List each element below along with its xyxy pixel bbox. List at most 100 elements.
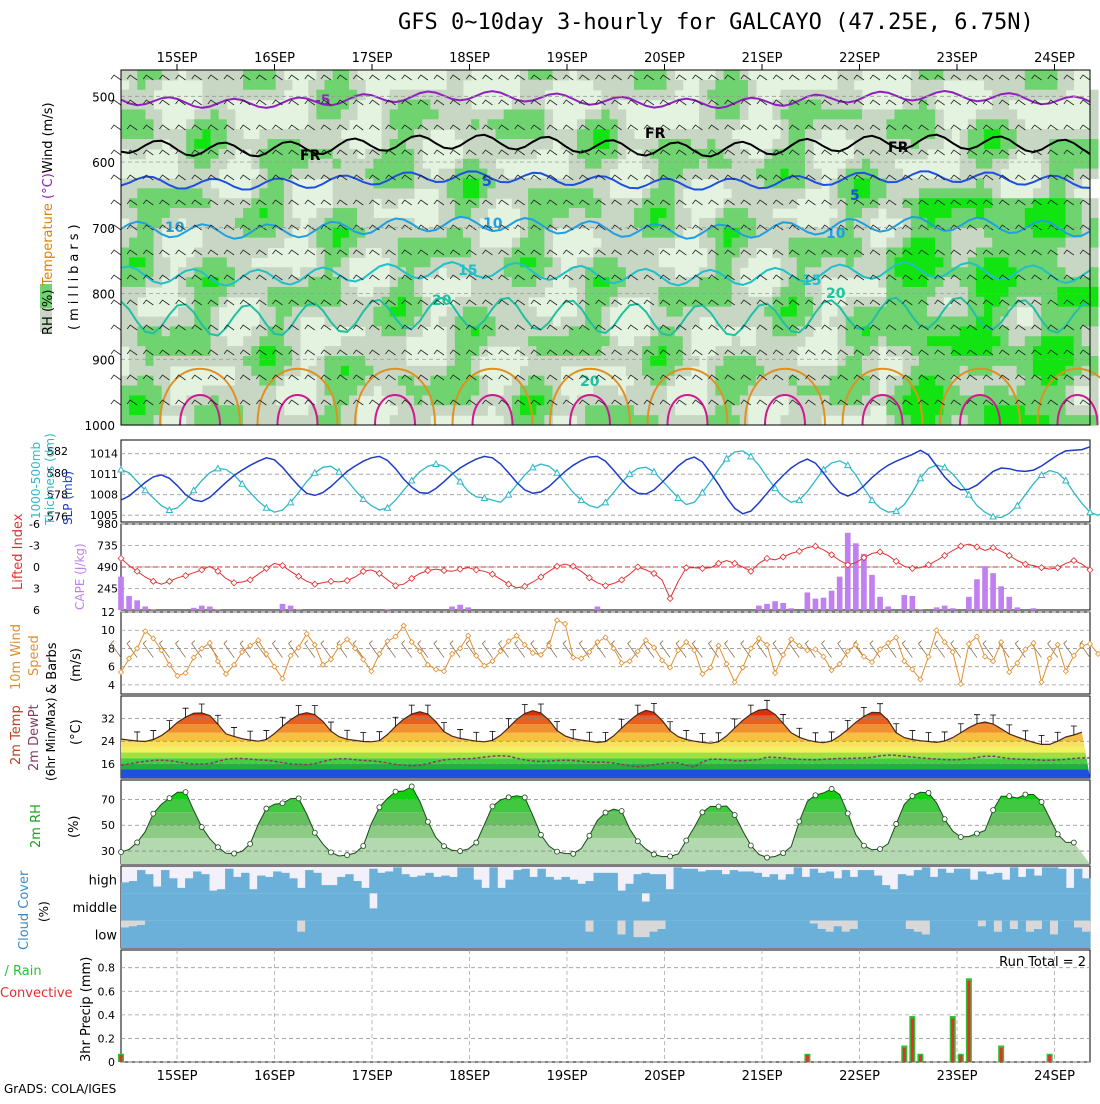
rh-cell (463, 307, 472, 317)
rh-cell (162, 257, 171, 267)
rh-cell (805, 405, 814, 415)
rh-cell (626, 386, 635, 396)
rh-cell (1017, 248, 1026, 258)
rh-cell (1041, 405, 1050, 415)
rh-cell (927, 257, 936, 267)
rh-cell (886, 188, 895, 198)
rh-cell (227, 218, 236, 228)
rh-cell (137, 415, 146, 425)
rh-cell (919, 238, 928, 248)
cape-bar (595, 606, 601, 610)
temp-ylabel: (°C) (69, 719, 84, 745)
rh-cell (349, 80, 358, 90)
rh-cell (943, 257, 952, 267)
rh-cell (349, 109, 358, 119)
rh-cell (984, 336, 993, 346)
rh-cell (1057, 386, 1066, 396)
rh-cell (618, 238, 627, 248)
rh-cell (447, 228, 456, 238)
rh-cell (667, 218, 676, 228)
rh-cell (162, 198, 171, 208)
cloud-cell (553, 893, 561, 920)
cloud-cell (706, 893, 714, 920)
rh-cell (789, 228, 798, 238)
rh-cell (601, 257, 610, 267)
rh-cell (382, 356, 391, 366)
rh-cell (243, 208, 252, 218)
cloud-cell (706, 870, 714, 893)
rh-cell (862, 257, 871, 267)
cloud-cell (193, 921, 201, 948)
rh-cell (577, 159, 586, 169)
rh-cell (1041, 336, 1050, 346)
rh-cell (732, 80, 741, 90)
rh-cell (650, 80, 659, 90)
date-label-top: 18SEP (449, 51, 490, 66)
rh-cell (512, 129, 521, 139)
cape-bar (1006, 597, 1012, 610)
cloud-cell (377, 893, 385, 920)
rh-cell (341, 336, 350, 346)
rh-cell (341, 80, 350, 90)
rh-cell (952, 356, 961, 366)
rh-cell (382, 188, 391, 198)
cloud-cell (722, 893, 730, 920)
rh-cell (504, 307, 513, 317)
rh-marker (474, 840, 479, 845)
cloud-cell (882, 893, 890, 920)
rh-cell (544, 119, 553, 129)
rh-cell (349, 248, 358, 258)
rh-cell (1017, 336, 1026, 346)
rh-cell (528, 277, 537, 287)
rh-cell (211, 198, 220, 208)
rh-cell (992, 307, 1001, 317)
rh-cell (911, 248, 920, 258)
rh-cell (186, 326, 195, 336)
rh-cell (935, 188, 944, 198)
rh-cell (219, 149, 228, 159)
rh-cell (650, 307, 659, 317)
rh-cell (333, 307, 342, 317)
wind-tick-label: 4 (108, 679, 115, 692)
rh-cell (618, 257, 627, 267)
rh-cell (789, 356, 798, 366)
rh-cell (642, 336, 651, 346)
cloud-cell (826, 871, 834, 893)
rh-cell (390, 267, 399, 277)
rh-cell (349, 178, 358, 188)
rh-cell (968, 376, 977, 386)
rh-cell (325, 297, 334, 307)
rh-cell (544, 178, 553, 188)
rh-cell (536, 317, 545, 327)
rh-cell (1041, 90, 1050, 100)
rh-cell (911, 326, 920, 336)
cloud-cell (1010, 893, 1018, 920)
rh-cell (202, 90, 211, 100)
rh-cell (1074, 159, 1083, 169)
rh-cell (325, 257, 334, 267)
rh-cell (675, 415, 684, 425)
rh-cell (406, 119, 415, 129)
cloud-cell (650, 893, 658, 920)
rh-cell (211, 307, 220, 317)
rh-cell (178, 159, 187, 169)
rh-cell (186, 198, 195, 208)
rh-cell (585, 405, 594, 415)
rh-cell (870, 109, 879, 119)
rh-cell (650, 257, 659, 267)
rh-cell (553, 356, 562, 366)
rh-cell (341, 238, 350, 248)
rh-cell (398, 287, 407, 297)
cloud-cell (537, 869, 545, 894)
rh-cell (219, 80, 228, 90)
rh-cell (430, 109, 439, 119)
li-tick-label: -6 (29, 518, 40, 531)
rh-cell (202, 188, 211, 198)
rh-cell (121, 336, 130, 346)
rh-cell (520, 405, 529, 415)
rh-cell (935, 238, 944, 248)
rh-cell (251, 70, 260, 80)
rh-cell (756, 336, 765, 346)
rh-cell (333, 287, 342, 297)
